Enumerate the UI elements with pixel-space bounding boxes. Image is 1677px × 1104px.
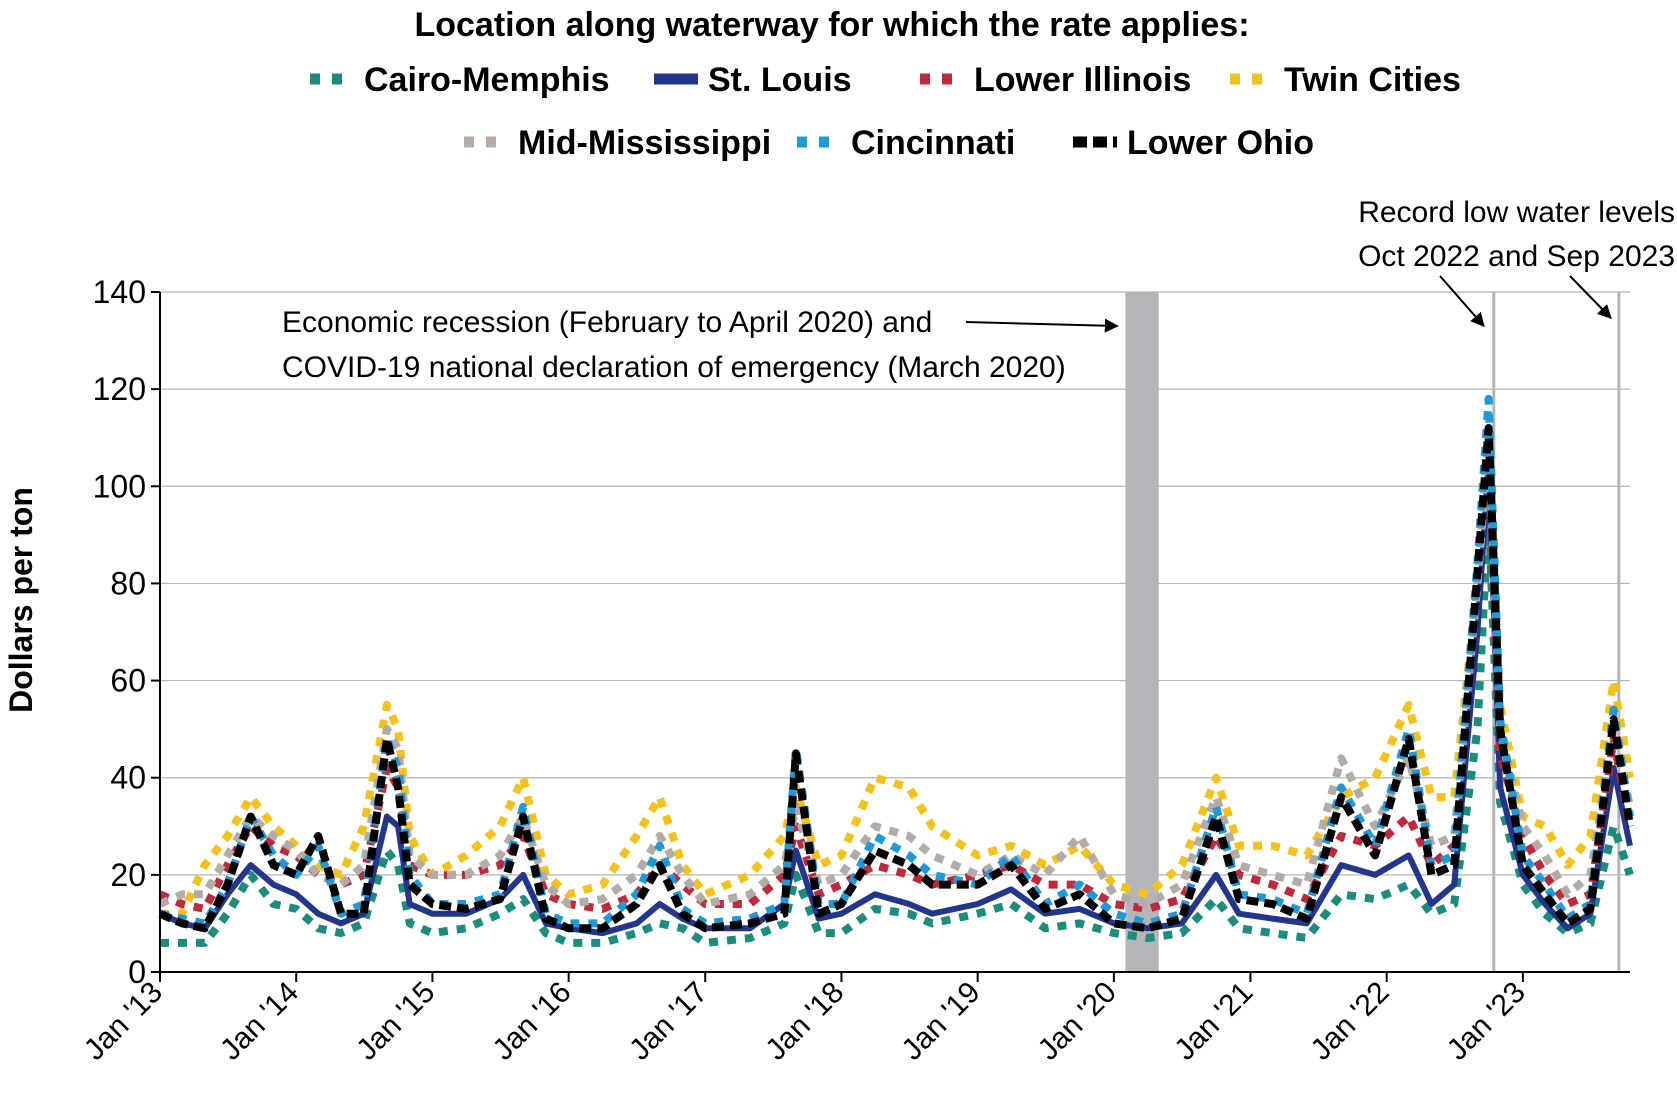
record-low-annotation-line-2: Oct 2022 and Sep 2023 (1358, 240, 1675, 273)
x-tick-label-0: Jan '13 (78, 976, 169, 1067)
x-tick-label-5: Jan '18 (759, 976, 850, 1067)
y-axis-title: Dollars per ton (3, 487, 39, 713)
series-line-twin-cities (160, 433, 1634, 918)
series-line-st-louis (158, 459, 1633, 937)
y-tick-label-40: 40 (110, 760, 146, 796)
legend-label-mid-mississippi: Mid-Mississippi (518, 124, 771, 162)
legend: Location along waterway for which the ra… (310, 6, 1461, 162)
legend-label-twin-cities: Twin Cities (1284, 61, 1461, 99)
record-low-arrow-2 (1569, 275, 1612, 320)
series-layer (158, 394, 1634, 947)
legend-label-cincinnati: Cincinnati (851, 124, 1015, 162)
legend-label-cairo-memphis: Cairo-Memphis (364, 61, 610, 99)
x-tick-label-7: Jan '20 (1032, 976, 1123, 1067)
x-tick-label-4: Jan '17 (623, 976, 714, 1067)
legend-title: Location along waterway for which the ra… (414, 6, 1249, 44)
y-tick-label-0: 0 (128, 954, 146, 990)
legend-label-st-louis: St. Louis (708, 61, 852, 99)
annotations: Economic recession (February to April 20… (282, 196, 1675, 384)
series-line-mid-mississippi (158, 424, 1634, 908)
series-line-cairo-memphis (160, 506, 1634, 947)
series-line-cincinnati (159, 394, 1634, 928)
legend-label-lower-ohio: Lower Ohio (1127, 124, 1314, 162)
legend-label-lower-illinois: Lower Illinois (974, 61, 1191, 99)
record-low-annotation-line-1: Record low water levels (1358, 196, 1675, 229)
x-tick-label-2: Jan '15 (350, 976, 441, 1067)
y-tick-label-120: 120 (93, 371, 146, 407)
x-tick-label-3: Jan '16 (487, 976, 578, 1067)
y-tick-label-140: 140 (93, 274, 146, 310)
x-tick-label-8: Jan '21 (1168, 976, 1259, 1067)
y-tick-label-20: 20 (110, 857, 146, 893)
recession-annotation-line-2: COVID-19 national declaration of emergen… (282, 351, 1066, 384)
y-tick-label-60: 60 (110, 663, 146, 699)
x-tick-label-1: Jan '14 (214, 976, 305, 1067)
recession-shading (1125, 292, 1159, 972)
y-tick-label-100: 100 (93, 468, 146, 504)
x-tick-label-10: Jan '23 (1441, 976, 1532, 1067)
y-tick-label-80: 80 (110, 565, 146, 601)
x-tick-label-9: Jan '22 (1305, 976, 1396, 1067)
recession-annotation-line-1: Economic recession (February to April 20… (282, 306, 932, 339)
series-line-lower-ohio (158, 424, 1634, 933)
axes: 0 20 40 60 80 100 120 140 Jan '13 Jan '14 Jan '15 J… (78, 274, 1630, 1067)
plot-background (160, 291, 1630, 973)
x-tick-label-6: Jan '19 (896, 976, 987, 1067)
recession-annotation-arrow (965, 318, 1119, 333)
record-low-arrow-1 (1439, 275, 1485, 328)
